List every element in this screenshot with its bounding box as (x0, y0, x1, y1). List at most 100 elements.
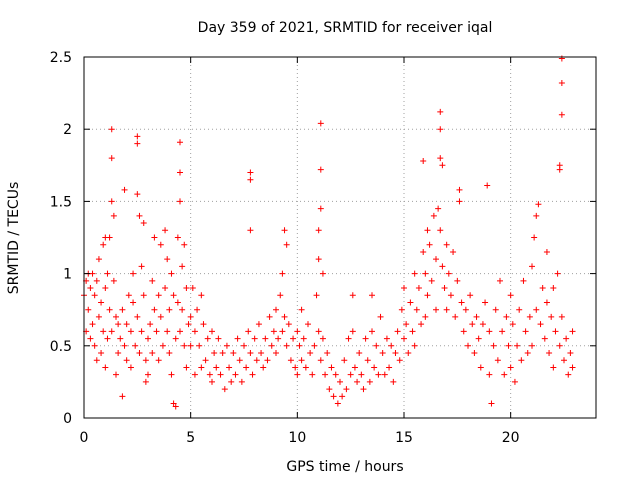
data-point (174, 234, 181, 241)
data-point (526, 313, 533, 320)
data-point (113, 313, 119, 320)
data-point (283, 342, 290, 349)
data-point (311, 342, 318, 349)
data-point (264, 357, 271, 364)
data-point (347, 371, 354, 378)
y-tick-label: 1 (63, 267, 72, 283)
data-point (535, 201, 542, 208)
data-point (475, 335, 482, 342)
data-point (330, 393, 337, 400)
data-point (95, 313, 102, 320)
data-point (392, 350, 399, 357)
data-point (162, 285, 169, 292)
data-point (258, 350, 265, 357)
data-point (279, 328, 286, 335)
data-point (183, 364, 190, 371)
data-point (121, 342, 128, 349)
data-point (85, 306, 92, 313)
data-point (341, 357, 348, 364)
data-point (95, 256, 102, 263)
data-point (524, 350, 531, 357)
data-point (411, 342, 418, 349)
chart-title: Day 359 of 2021, SRMTID for receiver iqa… (198, 20, 493, 36)
data-point (465, 342, 471, 349)
data-point (543, 248, 550, 255)
x-tick-label: 5 (186, 430, 195, 446)
data-point (164, 328, 171, 335)
data-point (354, 378, 361, 385)
data-point (349, 292, 356, 299)
x-tick-label: 15 (395, 430, 413, 446)
data-point (401, 285, 407, 292)
data-point (556, 342, 563, 349)
data-point (415, 285, 422, 292)
data-point (202, 357, 209, 364)
data-point (159, 342, 166, 349)
data-point (398, 306, 405, 313)
data-point (315, 256, 322, 263)
data-point (317, 205, 324, 212)
data-point (138, 328, 145, 335)
data-point (155, 292, 162, 299)
data-point (157, 313, 164, 320)
data-point (249, 371, 256, 378)
data-point (87, 285, 94, 292)
data-point (134, 313, 141, 320)
data-point (439, 263, 446, 270)
data-point (196, 342, 203, 349)
x-axis: 0 5 10 15 20 (80, 57, 520, 446)
data-point (179, 306, 186, 313)
data-point (437, 227, 444, 234)
data-point (110, 212, 117, 219)
data-point (183, 285, 190, 292)
data-point (166, 350, 173, 357)
data-point (89, 321, 96, 328)
data-point (360, 386, 367, 393)
x-tick-label: 10 (288, 430, 306, 446)
data-point (561, 357, 567, 364)
data-point (445, 270, 452, 277)
data-point (569, 364, 576, 371)
data-point (115, 350, 122, 357)
data-point (132, 342, 139, 349)
data-point (467, 292, 474, 299)
data-point (351, 364, 358, 371)
data-point (294, 371, 301, 378)
data-point (439, 162, 446, 169)
data-point (362, 335, 369, 342)
data-point (189, 285, 196, 292)
data-point (136, 350, 143, 357)
data-point (181, 241, 188, 248)
data-point (373, 342, 380, 349)
data-point (98, 299, 105, 306)
data-point (142, 378, 149, 385)
data-point (456, 198, 463, 205)
data-point (130, 270, 137, 277)
data-point (102, 364, 109, 371)
y-tick-label: 1.5 (50, 194, 72, 210)
data-point (315, 227, 322, 234)
data-point (499, 328, 506, 335)
data-point (123, 357, 130, 364)
data-point (518, 357, 525, 364)
data-point (494, 357, 501, 364)
data-point (123, 321, 130, 328)
data-point (174, 299, 181, 306)
data-point (104, 270, 111, 277)
data-point (450, 248, 457, 255)
data-point (164, 256, 171, 263)
data-point (187, 342, 194, 349)
data-point (552, 328, 559, 335)
data-point (507, 292, 514, 299)
data-point (418, 321, 425, 328)
y-axis: 0 0.5 1 1.5 2 2.5 (50, 50, 596, 427)
data-point (211, 350, 218, 357)
data-point (102, 285, 109, 292)
data-point (206, 371, 213, 378)
data-point (322, 371, 329, 378)
data-point (388, 342, 395, 349)
data-point (401, 335, 407, 342)
y-tick-label: 2.5 (50, 50, 72, 66)
data-point (307, 350, 314, 357)
data-point (424, 292, 431, 299)
